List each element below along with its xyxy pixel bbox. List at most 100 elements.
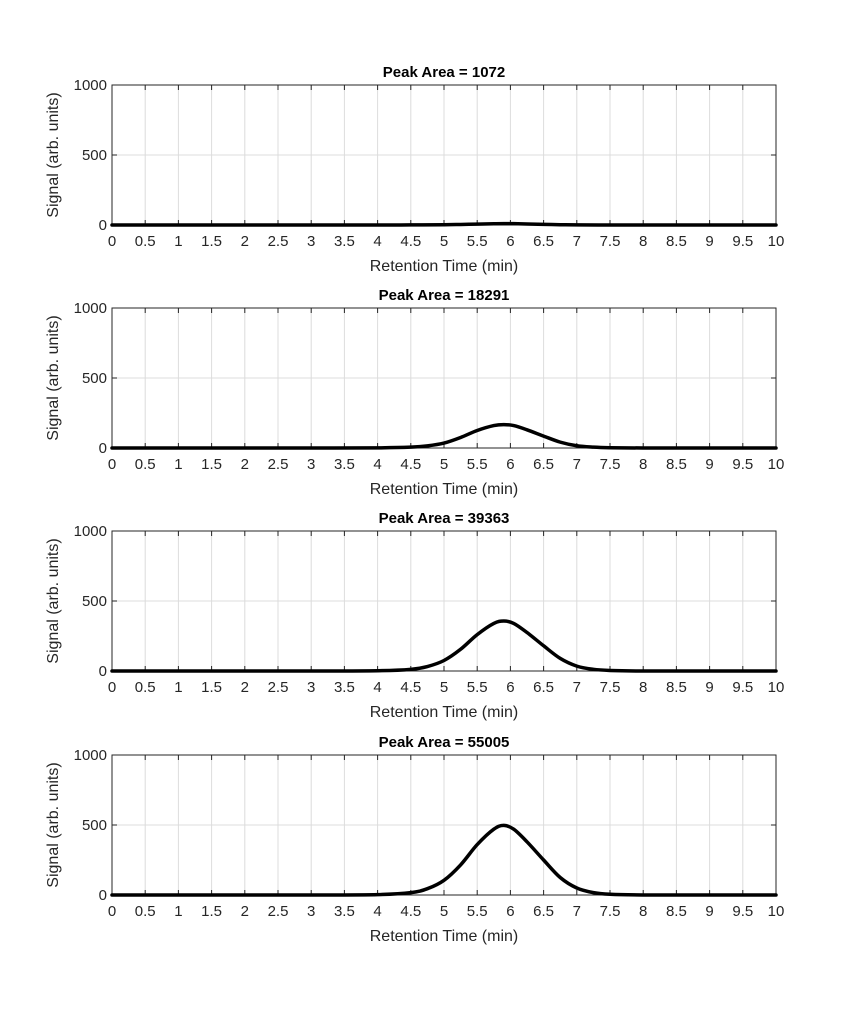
data-point [376, 893, 379, 896]
data-point [476, 843, 479, 846]
x-tick-label: 0.5 [135, 233, 156, 250]
subplot-4: Peak Area = 55005 0 0.5 1 1.5 2 2.5 3 3.5 4 4.5 5 5.… [45, 734, 784, 945]
data-point [575, 665, 578, 668]
data-point [575, 887, 578, 890]
data-point [243, 894, 246, 897]
x-tick-label: 9 [705, 233, 713, 250]
data-point [111, 447, 114, 450]
x-tick-label: 8 [639, 903, 647, 920]
x-tick-label: 0 [108, 233, 116, 250]
data-point [542, 644, 545, 647]
y-tick-label: 500 [82, 593, 107, 610]
x-tick-label: 4 [373, 233, 381, 250]
subplot-2: Peak Area = 18291 0 0.5 1 1.5 2 2.5 3 3.5 4 4.5 5 5.… [45, 287, 784, 498]
x-tick-label: 0 [108, 679, 116, 696]
x-tick-label: 3.5 [334, 456, 355, 473]
x-tick-label: 7.5 [600, 903, 621, 920]
data-point [575, 444, 578, 447]
data-point [376, 446, 379, 449]
x-tick-label: 4.5 [400, 903, 421, 920]
series-line [110, 422, 778, 450]
x-tick-label: 9.5 [732, 903, 753, 920]
data-point [476, 429, 479, 432]
y-tick-label: 1000 [74, 747, 107, 764]
data-point [526, 222, 529, 225]
y-tick-label: 1000 [74, 300, 107, 317]
subplot-title: Peak Area = 1072 [383, 64, 505, 81]
x-tick-label: 3.5 [334, 233, 355, 250]
data-point [609, 893, 612, 896]
x-tick-label: 8.5 [666, 456, 687, 473]
data-point [512, 222, 515, 225]
y-axis-label: Signal (arb. units) [45, 538, 62, 663]
data-point [642, 224, 645, 227]
data-point [426, 444, 429, 447]
x-tick-label: 10 [768, 903, 785, 920]
y-tick-label: 0 [99, 217, 107, 234]
data-point [459, 648, 462, 651]
data-point [592, 891, 595, 894]
data-point [542, 859, 545, 862]
x-tick-label: 8.5 [666, 679, 687, 696]
data-point [592, 668, 595, 671]
data-point [459, 223, 462, 226]
data-point [526, 631, 529, 634]
data-point [177, 670, 180, 673]
x-tick-label: 7.5 [600, 456, 621, 473]
x-tick-label: 3.5 [334, 679, 355, 696]
x-tick-label: 10 [768, 679, 785, 696]
x-tick-label: 9.5 [732, 233, 753, 250]
data-point [310, 447, 313, 450]
x-tick-label: 5.5 [467, 903, 488, 920]
data-point [609, 446, 612, 449]
x-tick-label: 5 [440, 233, 448, 250]
x-tick-label: 5.5 [467, 679, 488, 696]
data-point [775, 894, 778, 897]
x-tick-label: 4.5 [400, 456, 421, 473]
x-tick-label: 5 [440, 456, 448, 473]
x-tick-label: 9 [705, 679, 713, 696]
x-tick-label: 1 [174, 679, 182, 696]
data-point [443, 442, 446, 445]
data-point [542, 223, 545, 226]
x-tick-label: 1.5 [201, 456, 222, 473]
data-point [376, 224, 379, 227]
subplot-3: Peak Area = 39363 0 0.5 1 1.5 2 2.5 3 3.5 4 4.5 5 5.… [45, 510, 784, 721]
x-tick-label: 3 [307, 903, 315, 920]
x-tick-label: 9 [705, 456, 713, 473]
data-point [502, 824, 505, 827]
y-axis-label: Signal (arb. units) [45, 315, 62, 440]
x-tick-label: 6 [506, 903, 514, 920]
data-point [512, 424, 515, 427]
x-tick-label: 7.5 [600, 233, 621, 250]
x-tick-label: 8.5 [666, 233, 687, 250]
x-tick-label: 10 [768, 456, 785, 473]
y-tick-label: 1000 [74, 77, 107, 94]
data-point [409, 223, 412, 226]
data-point [492, 222, 495, 225]
data-point [502, 620, 505, 623]
data-point [492, 424, 495, 427]
x-tick-label: 2.5 [268, 456, 289, 473]
x-tick-label: 7 [573, 679, 581, 696]
x-tick-label: 5.5 [467, 456, 488, 473]
x-tick-label: 6.5 [533, 903, 554, 920]
y-tick-label: 500 [82, 817, 107, 834]
data-point [476, 633, 479, 636]
data-point [492, 828, 495, 831]
data-point [559, 876, 562, 879]
x-tick-label: 8.5 [666, 903, 687, 920]
x-tick-label: 6.5 [533, 679, 554, 696]
subplot-title: Peak Area = 39363 [379, 510, 510, 527]
data-point [526, 840, 529, 843]
data-point [409, 668, 412, 671]
x-tick-label: 1 [174, 903, 182, 920]
data-point [512, 828, 515, 831]
x-tick-label: 2 [241, 679, 249, 696]
x-tick-label: 8 [639, 679, 647, 696]
x-tick-label: 2 [241, 233, 249, 250]
x-tick-label: 2 [241, 903, 249, 920]
x-tick-label: 0 [108, 456, 116, 473]
x-tick-label: 0 [108, 903, 116, 920]
data-point [559, 441, 562, 444]
